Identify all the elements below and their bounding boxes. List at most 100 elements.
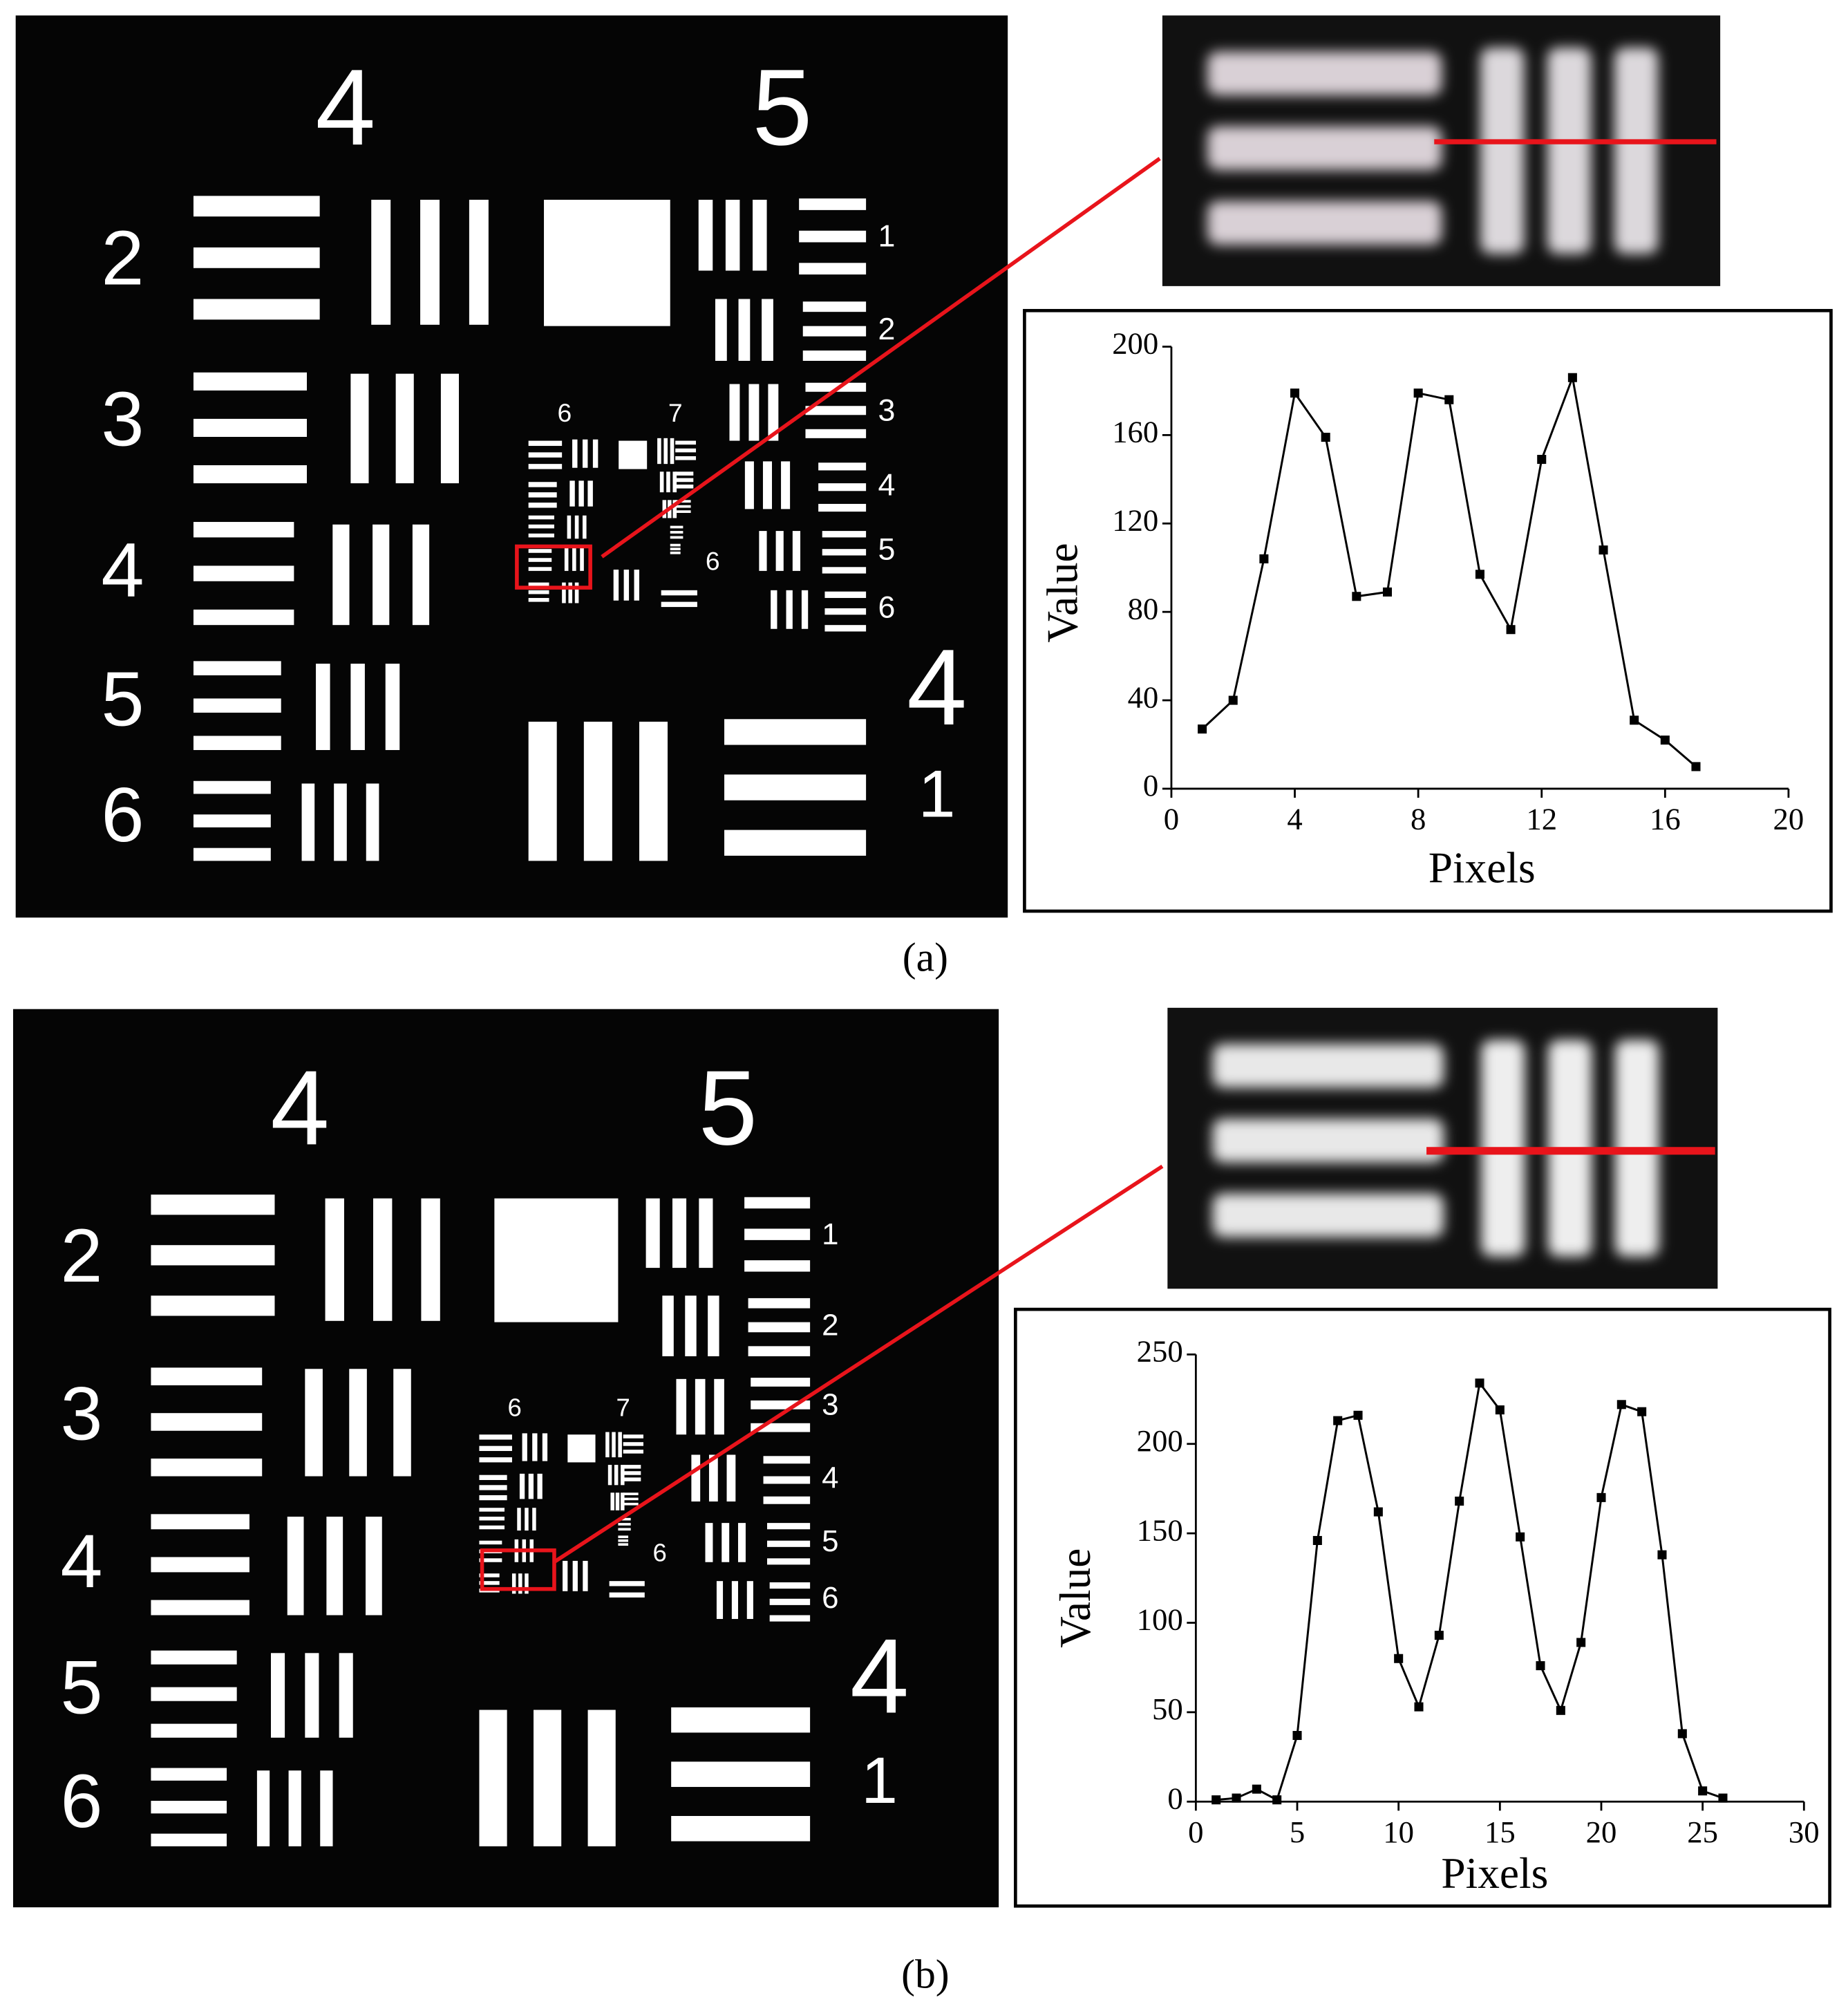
y-tick-label: 250 <box>1137 1334 1183 1369</box>
target-bar <box>618 1539 629 1542</box>
target-bar <box>744 1228 811 1240</box>
data-point <box>1537 455 1547 465</box>
target-bar <box>479 1485 507 1490</box>
target-bar <box>151 1367 263 1385</box>
target-bar <box>326 1516 343 1616</box>
target-bar <box>623 1477 641 1481</box>
data-point <box>1394 1654 1404 1663</box>
target-bar <box>769 1598 811 1605</box>
x-tick-label: 0 <box>1188 1815 1203 1849</box>
target-bar <box>822 567 867 574</box>
y-tick-label: 200 <box>1137 1423 1183 1458</box>
target-bar <box>671 1707 811 1733</box>
target-bar <box>822 531 867 538</box>
target-bar <box>580 547 584 571</box>
target-bar <box>818 483 867 491</box>
x-tick-label: 8 <box>1411 802 1426 836</box>
target-bar <box>675 510 691 513</box>
target-bar <box>623 1434 643 1439</box>
target-element-label: 4 <box>822 1461 838 1495</box>
target-bar <box>675 500 691 503</box>
target-bar <box>587 1710 616 1846</box>
target-group-label: 5 <box>699 1048 757 1167</box>
target-bar <box>623 1502 639 1506</box>
zoom-bar <box>1547 47 1592 254</box>
target-bar <box>528 482 557 487</box>
target-bar <box>574 582 579 603</box>
data-point <box>1630 715 1639 725</box>
x-axis-label: Pixels <box>1429 844 1536 892</box>
target-element-label: 6 <box>822 1581 838 1615</box>
target-bar <box>395 373 414 484</box>
target-bar <box>623 1471 641 1475</box>
target-bar <box>691 1454 701 1502</box>
target-bar <box>334 783 347 861</box>
target-bar <box>672 500 677 518</box>
data-point <box>1413 388 1423 398</box>
target-bar <box>582 439 588 468</box>
target-bar <box>568 582 573 603</box>
data-point <box>1506 625 1516 635</box>
x-tick-label: 10 <box>1383 1815 1414 1849</box>
data-point <box>1698 1786 1708 1796</box>
target-element-label: 4 <box>60 1519 102 1604</box>
target-bar <box>479 1516 505 1521</box>
target-bar <box>469 199 489 325</box>
target-bar <box>528 452 563 458</box>
target-bar <box>662 1295 674 1356</box>
target-bar <box>724 774 867 800</box>
x-tick-label: 25 <box>1687 1815 1718 1849</box>
target-bar <box>722 1523 730 1562</box>
target-bar <box>373 524 390 626</box>
target-element-label: 4 <box>878 468 895 503</box>
target-bar <box>479 1495 507 1501</box>
target-bar <box>385 664 400 751</box>
target-bar <box>744 1260 811 1272</box>
target-bar <box>763 1476 811 1484</box>
data-point <box>1495 1405 1505 1415</box>
data-point <box>1373 1507 1383 1517</box>
target-bar <box>799 263 867 275</box>
target-bar <box>528 464 563 469</box>
target-bar <box>151 1195 275 1215</box>
target-bar <box>612 1432 616 1458</box>
target-bar <box>748 1322 811 1333</box>
target-bar <box>768 384 779 441</box>
target-bar <box>657 438 661 465</box>
target-group-label: 6 <box>507 1393 521 1421</box>
target-bar <box>151 1723 237 1738</box>
target-bar <box>751 1378 811 1387</box>
target-bar <box>726 1454 736 1502</box>
selection-box <box>515 544 592 590</box>
target-bar <box>607 1465 612 1486</box>
target-bar <box>151 1768 227 1781</box>
target-bar <box>618 1523 631 1526</box>
target-bar <box>479 1581 500 1585</box>
target-bar <box>193 418 308 437</box>
data-point <box>1637 1407 1647 1416</box>
target-bar <box>528 515 554 520</box>
target-bar <box>685 1295 697 1356</box>
target-element-label: 2 <box>822 1309 838 1342</box>
target-bar <box>479 1525 505 1530</box>
data-point <box>1290 388 1300 398</box>
data-point <box>1333 1416 1343 1425</box>
target-bar <box>350 664 365 751</box>
target-bar <box>151 1687 237 1701</box>
target-element-label: 1 <box>878 219 895 254</box>
target-bar <box>528 503 557 508</box>
target-bar <box>537 1473 543 1499</box>
target-element-label: 6 <box>653 1538 667 1566</box>
zoom-bar <box>1207 126 1442 171</box>
target-bar <box>708 1295 719 1356</box>
target-bar <box>805 406 867 415</box>
target-bar <box>301 783 315 861</box>
zoom-bar <box>1212 1193 1444 1237</box>
data-point <box>1576 1638 1586 1647</box>
target-bar <box>193 780 271 794</box>
target-group-label: 7 <box>616 1393 630 1421</box>
target-bar <box>676 1378 687 1435</box>
target-element-label: 4 <box>101 527 144 613</box>
target-bar <box>759 531 767 571</box>
